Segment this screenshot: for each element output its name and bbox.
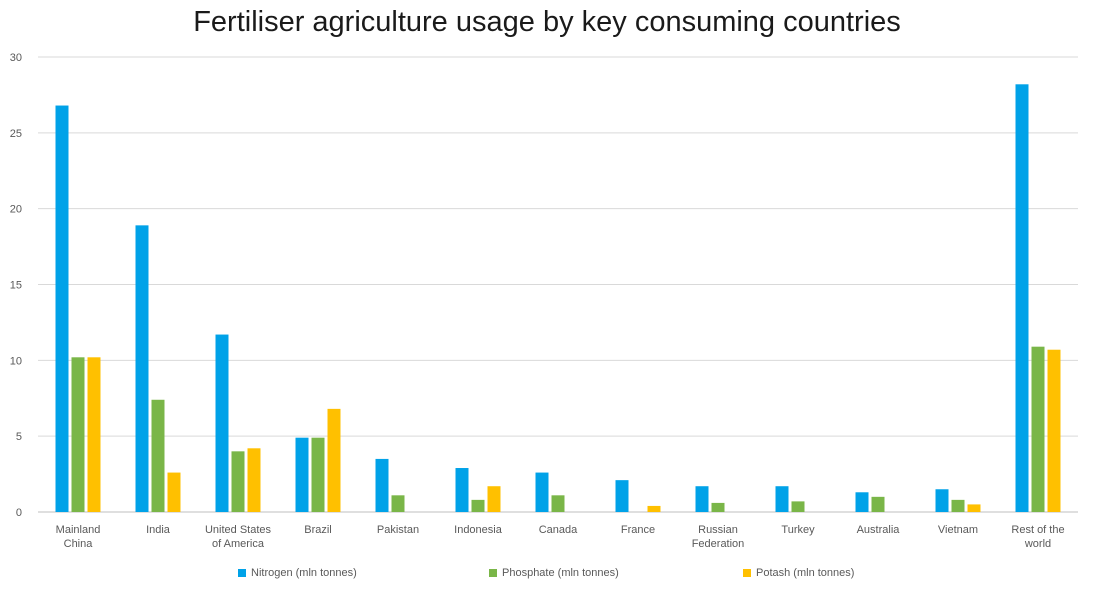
bar-phosphate <box>1031 346 1045 512</box>
bar-potash <box>167 472 181 512</box>
category-label: India <box>146 524 171 536</box>
y-tick-label: 30 <box>10 52 22 64</box>
legend-swatch <box>489 569 497 577</box>
legend-item: Potash (mln tonnes) <box>743 567 854 579</box>
legend-label: Phosphate (mln tonnes) <box>502 567 619 579</box>
bar-nitrogen <box>775 486 789 512</box>
y-tick-label: 5 <box>16 431 22 443</box>
bar-nitrogen <box>455 468 469 512</box>
legend-item: Phosphate (mln tonnes) <box>489 567 619 579</box>
legend-swatch <box>238 569 246 577</box>
y-tick-label: 10 <box>10 355 22 367</box>
bar-phosphate <box>871 496 885 512</box>
chart-title: Fertiliser agriculture usage by key cons… <box>193 6 901 38</box>
category-label: Pakistan <box>377 524 419 536</box>
bar-phosphate <box>231 451 245 512</box>
category-label: Australia <box>857 524 901 536</box>
bar-phosphate <box>471 499 485 512</box>
legend-label: Potash (mln tonnes) <box>756 567 855 579</box>
bar-potash <box>247 448 261 512</box>
y-tick-label: 0 <box>16 507 22 519</box>
bar-nitrogen <box>695 486 709 512</box>
category-label: Turkey <box>781 524 815 536</box>
bar-nitrogen <box>855 492 869 512</box>
bar-potash <box>87 357 101 512</box>
x-axis-categories: Mainland China India United States of Americ… <box>56 524 1065 550</box>
bar-phosphate <box>151 399 165 512</box>
bar-phosphate <box>551 495 565 512</box>
category-label: Mainland China <box>56 524 101 550</box>
legend: Nitrogen (mln tonnes) Phosphate (mln tonn… <box>0 567 1104 583</box>
category-label: Rest of the world <box>1011 524 1064 550</box>
category-label: Canada <box>539 524 578 536</box>
bar-nitrogen <box>375 458 389 512</box>
bars <box>55 84 1061 513</box>
y-tick-label: 20 <box>10 204 22 216</box>
bar-potash <box>327 408 341 512</box>
category-label: Russian Federation <box>692 524 745 550</box>
bar-phosphate <box>791 501 805 512</box>
category-label: Brazil <box>304 524 332 536</box>
y-tick-label: 25 <box>10 128 22 140</box>
category-label: Vietnam <box>938 524 978 536</box>
y-tick-label: 15 <box>10 280 22 292</box>
category-label: United States of America <box>205 524 272 550</box>
bar-potash <box>967 504 981 512</box>
y-axis-ticks: 0 5 10 15 20 25 30 <box>10 52 22 519</box>
bar-nitrogen <box>1015 84 1029 513</box>
bar-nitrogen <box>295 437 309 512</box>
bar-phosphate <box>711 502 725 512</box>
legend-item: Nitrogen (mln tonnes) <box>238 567 357 579</box>
bar-nitrogen <box>535 472 549 512</box>
bar-nitrogen <box>55 105 69 513</box>
bar-nitrogen <box>615 480 629 512</box>
bar-phosphate <box>311 437 325 512</box>
bar-nitrogen <box>215 334 229 512</box>
category-label: Indonesia <box>454 524 503 536</box>
bar-potash <box>647 505 661 512</box>
bar-phosphate <box>391 495 405 512</box>
legend-label: Nitrogen (mln tonnes) <box>251 567 357 579</box>
bar-potash <box>1047 349 1061 512</box>
bar-phosphate <box>951 499 965 512</box>
bar-potash <box>487 486 501 512</box>
bar-nitrogen <box>935 489 949 512</box>
bar-phosphate <box>71 357 85 512</box>
category-label: France <box>621 524 655 536</box>
bar-nitrogen <box>135 225 149 512</box>
legend-swatch <box>743 569 751 577</box>
gridlines <box>38 56 1078 513</box>
